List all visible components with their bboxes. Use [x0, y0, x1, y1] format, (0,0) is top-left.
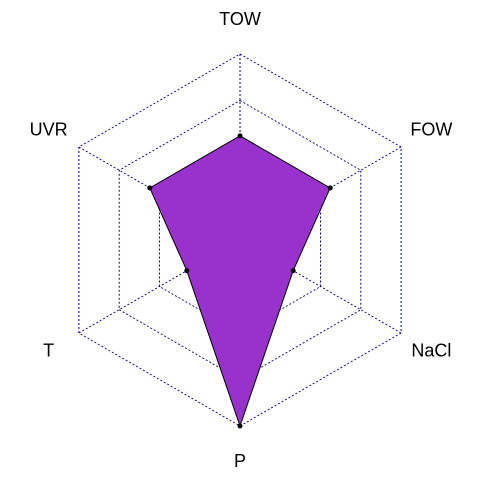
data-point-tow	[237, 133, 243, 139]
data-points	[147, 133, 333, 429]
axis-label-t: T	[43, 341, 54, 361]
axis-label-uvr: UVR	[30, 120, 68, 140]
axis-labels: TOW FOW NaCl P T UVR	[30, 9, 453, 471]
grid-spoke-nacl	[239, 239, 402, 334]
grid-ring-3	[118, 99, 362, 381]
data-polygon-layer	[149, 135, 331, 428]
data-point-t	[184, 268, 190, 274]
data-point-uvr	[147, 185, 153, 191]
axis-label-fow: FOW	[410, 120, 452, 140]
data-polygon	[149, 135, 331, 428]
axis-label-nacl: NaCl	[411, 341, 451, 361]
grid-spoke-t	[78, 239, 241, 334]
data-point-fow	[327, 185, 333, 191]
axis-label-tow: TOW	[219, 9, 261, 29]
data-point-p	[237, 423, 243, 429]
axis-label-p: P	[234, 451, 246, 471]
data-point-nacl	[290, 268, 296, 274]
